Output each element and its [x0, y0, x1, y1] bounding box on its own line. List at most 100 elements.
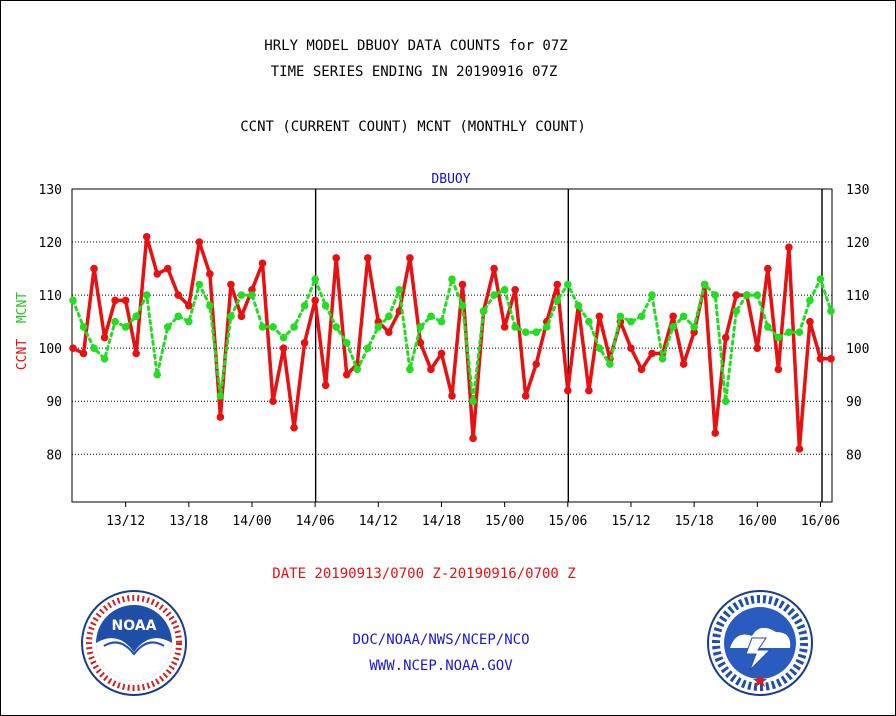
point-ccnt-68 — [785, 243, 793, 252]
point-ccnt-55 — [648, 349, 656, 358]
point-ccnt-11 — [185, 301, 193, 310]
point-ccnt-70 — [806, 317, 814, 326]
x-tick-label-4: 14/12 — [359, 514, 398, 529]
national-weather-service-logo — [707, 590, 813, 696]
point-ccnt-59 — [690, 328, 698, 337]
point-mcnt-17 — [248, 291, 256, 299]
point-mcnt-52 — [616, 312, 625, 321]
point-ccnt-21 — [290, 423, 298, 432]
y-tick-left-120: 120 — [39, 236, 62, 251]
series-layer — [69, 232, 835, 453]
point-mcnt-70 — [806, 296, 814, 305]
point-mcnt-37 — [458, 301, 467, 310]
point-ccnt-18 — [258, 259, 267, 268]
point-mcnt-24 — [321, 301, 330, 310]
point-mcnt-72 — [827, 307, 835, 315]
point-mcnt-60 — [700, 280, 709, 289]
point-ccnt-30 — [385, 328, 393, 337]
point-mcnt-44 — [532, 328, 541, 337]
noaa-logo: NOAA — [81, 590, 187, 696]
chart-subtitle: CCNT (CURRENT COUNT) MCNT (MONTHLY COUNT… — [240, 119, 586, 135]
point-mcnt-13 — [206, 301, 214, 310]
point-ccnt-65 — [753, 344, 762, 352]
x-tick-label-1: 13/18 — [169, 514, 208, 529]
point-ccnt-43 — [521, 392, 530, 400]
point-mcnt-29 — [374, 323, 383, 331]
y-tick-right-130: 130 — [846, 183, 869, 198]
y-tick-left-130: 130 — [39, 183, 62, 198]
point-ccnt-47 — [564, 386, 572, 395]
y-tick-right-80: 80 — [846, 448, 862, 463]
point-mcnt-15 — [227, 312, 235, 321]
label-layer: 80 80 90 90 100 100 110 110 120 120 130 130 13/12 13/… — [39, 183, 870, 529]
point-mcnt-63 — [732, 307, 741, 315]
point-mcnt-59 — [690, 323, 698, 331]
point-mcnt-20 — [279, 333, 288, 342]
point-mcnt-27 — [353, 365, 362, 374]
point-ccnt-0 — [69, 344, 77, 352]
point-ccnt-67 — [774, 365, 783, 374]
x-tick-label-2: 14/00 — [232, 514, 271, 529]
point-ccnt-69 — [795, 445, 804, 453]
series-line-ccnt — [72, 234, 831, 451]
point-mcnt-50 — [595, 344, 604, 352]
point-mcnt-39 — [479, 307, 488, 315]
point-ccnt-71 — [816, 354, 825, 363]
point-ccnt-41 — [500, 323, 509, 331]
point-ccnt-6 — [132, 349, 140, 358]
y-tick-left-90: 90 — [46, 395, 62, 410]
point-mcnt-62 — [721, 397, 730, 406]
point-mcnt-7 — [142, 291, 151, 299]
chart-title-line1: HRLY MODEL DBUOY DATA COUNTS for 07Z — [264, 38, 568, 54]
point-ccnt-54 — [637, 365, 646, 374]
point-ccnt-5 — [121, 296, 130, 305]
y-tick-right-110: 110 — [846, 289, 869, 304]
panel-label: DBUOY — [431, 172, 471, 187]
point-mcnt-18 — [258, 323, 267, 331]
point-ccnt-57 — [669, 312, 677, 321]
x-tick-label-10: 16/00 — [738, 514, 777, 529]
point-ccnt-36 — [448, 392, 456, 400]
point-ccnt-12 — [195, 238, 204, 246]
point-mcnt-25 — [332, 323, 340, 331]
x-tick-label-3: 14/06 — [296, 514, 335, 529]
grid-layer — [72, 189, 832, 502]
y-tick-right-100: 100 — [846, 342, 869, 357]
point-mcnt-54 — [637, 312, 646, 321]
point-ccnt-32 — [406, 254, 414, 262]
plot-border — [71, 188, 833, 503]
point-ccnt-23 — [311, 296, 319, 305]
point-mcnt-28 — [363, 344, 372, 352]
point-mcnt-46 — [553, 296, 562, 305]
point-ccnt-37 — [458, 280, 467, 289]
y-tick-right-120: 120 — [846, 236, 869, 251]
point-mcnt-9 — [163, 323, 172, 331]
point-ccnt-62 — [721, 333, 730, 342]
point-mcnt-2 — [90, 344, 98, 352]
point-mcnt-31 — [395, 285, 404, 294]
point-mcnt-11 — [185, 317, 193, 326]
point-mcnt-0 — [69, 296, 77, 305]
point-mcnt-65 — [753, 291, 762, 299]
date-range-label: DATE 20190913/0700 Z-20190916/0700 Z — [272, 566, 576, 582]
chart-title-line2: TIME SERIES ENDING IN 20190916 07Z — [270, 64, 558, 80]
point-ccnt-16 — [237, 312, 246, 321]
x-tick-label-5: 14/18 — [422, 514, 461, 529]
point-mcnt-8 — [153, 370, 162, 379]
point-ccnt-22 — [300, 339, 309, 347]
x-tick-label-8: 15/12 — [611, 514, 650, 529]
point-mcnt-36 — [448, 275, 456, 283]
point-ccnt-25 — [332, 254, 340, 262]
point-ccnt-61 — [711, 429, 719, 437]
point-mcnt-5 — [121, 323, 130, 331]
point-mcnt-69 — [795, 328, 804, 337]
point-ccnt-49 — [585, 386, 593, 395]
point-ccnt-4 — [111, 296, 119, 305]
x-tick-label-11: 16/06 — [801, 514, 840, 529]
point-ccnt-50 — [595, 312, 604, 321]
point-ccnt-1 — [79, 349, 88, 358]
point-mcnt-3 — [100, 354, 109, 363]
point-mcnt-22 — [300, 301, 309, 310]
point-mcnt-48 — [574, 301, 583, 310]
